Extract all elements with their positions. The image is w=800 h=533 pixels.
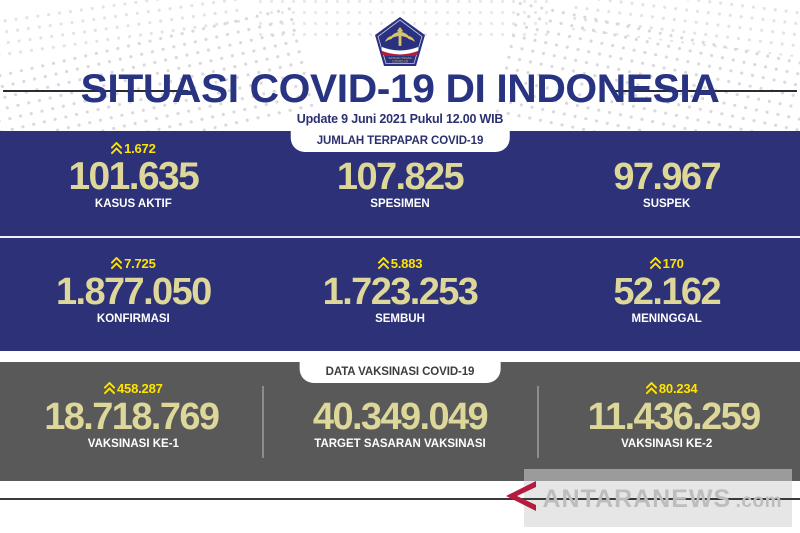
stat-label: MENINGGAL [631, 313, 702, 325]
footer-rule [0, 498, 800, 500]
column-divider-2 [537, 386, 539, 458]
stat-label: VAKSINASI KE-2 [621, 438, 713, 450]
stat-value: 40.349.049 [312, 396, 489, 438]
task-force-logo: SATUAN TUGAS COVID-19 [373, 16, 427, 72]
stat-meninggal: 170 52.162 MENINGGAL [533, 255, 800, 368]
stat-sembuh: 5.883 1.723.253 SEMBUH [267, 255, 534, 368]
stat-label: SUSPEK [643, 198, 691, 210]
delta-vaksinasi-ke-2: 80.234 [543, 380, 800, 397]
chevron-up-icon [649, 256, 661, 270]
band-divider [0, 236, 800, 238]
chevron-up-icon [103, 381, 116, 395]
delta-value: 7.725 [124, 256, 156, 271]
chevron-up-icon [110, 256, 123, 270]
page-title: SITUASI COVID-19 DI INDONESIA [80, 67, 720, 111]
watermark-name: ANTARANEWS [542, 484, 732, 513]
stat-label: SPESIMEN [370, 198, 430, 210]
svg-text:SATUAN TUGAS: SATUAN TUGAS [388, 56, 411, 60]
band-gap [0, 351, 800, 362]
footer: ANTARANEWS .com [0, 469, 800, 533]
delta-value: 170 [662, 256, 684, 271]
delta-vaksinasi-ke-1: 458.287 [0, 380, 267, 397]
stat-kasus-aktif: 1.672 101.635 KASUS AKTIF [0, 140, 267, 245]
chevron-up-icon [377, 256, 390, 270]
delta-value: 80.234 [658, 381, 698, 396]
delta-konfirmasi: 7.725 [0, 255, 267, 272]
stat-label: KONFIRMASI [96, 313, 170, 325]
stat-value: 1.877.050 [56, 271, 212, 313]
delta-value: 1.672 [124, 141, 156, 156]
update-timestamp: Update 9 Juni 2021 Pukul 12.00 WIB [296, 112, 504, 126]
stat-value: 11.436.259 [587, 396, 762, 438]
stat-suspek: 97.967 SUSPEK [533, 140, 800, 245]
delta-kasus-aktif: 1.672 [0, 140, 267, 157]
halftone-dots-right-top [567, 0, 800, 59]
badge-vaksinasi: DATA VAKSINASI COVID-19 [299, 362, 501, 383]
delta-value: 5.883 [390, 256, 423, 271]
title-rule-right [612, 90, 797, 92]
badge-terpapar: JUMLAH TERPAPAR COVID-19 [290, 131, 510, 152]
antaranews-arrow-icon [503, 479, 539, 518]
section-vaksinasi: 458.287 18.718.769 VAKSINASI KE-1 40.349… [0, 362, 800, 481]
stat-konfirmasi: 7.725 1.877.050 KONFIRMASI [0, 255, 267, 368]
stat-vaksinasi-ke-2: 80.234 11.436.259 VAKSINASI KE-2 [533, 380, 800, 499]
title-rule-left [3, 90, 188, 92]
stat-target-sasaran: 40.349.049 TARGET SASARAN VAKSINASI [267, 380, 534, 499]
section-konfirmasi: 7.725 1.877.050 KONFIRMASI 5.883 1.723.2… [0, 238, 800, 351]
column-divider-1 [262, 386, 264, 458]
stat-value: 1.723.253 [322, 271, 479, 313]
stat-value: 18.718.769 [44, 396, 220, 438]
stat-label: TARGET SASARAN VAKSINASI [314, 438, 486, 450]
stat-value: 101.635 [68, 155, 199, 198]
stat-vaksinasi-ke-1: 458.287 18.718.769 VAKSINASI KE-1 [0, 380, 267, 499]
stat-value: 52.162 [613, 271, 721, 313]
stat-label: KASUS AKTIF [94, 198, 172, 210]
stat-spesimen: 107.825 SPESIMEN [267, 140, 534, 245]
header: SATUAN TUGAS COVID-19 SITUASI COVID-19 D… [0, 0, 800, 131]
stat-label: VAKSINASI KE-1 [87, 438, 179, 450]
chevron-up-icon [645, 381, 658, 395]
stat-value: 97.967 [613, 156, 721, 198]
delta-value: 458.287 [117, 381, 163, 396]
delta-sembuh: 5.883 [267, 255, 534, 272]
watermark-suffix: .com [735, 490, 782, 512]
antaranews-watermark: ANTARANEWS .com [503, 479, 783, 518]
stat-value: 107.825 [336, 156, 465, 198]
halftone-dots-left-top [0, 0, 242, 64]
svg-text:COVID-19: COVID-19 [392, 59, 408, 63]
chevron-up-icon [110, 141, 123, 155]
delta-meninggal: 170 [533, 255, 800, 272]
stat-label: SEMBUH [375, 313, 425, 325]
